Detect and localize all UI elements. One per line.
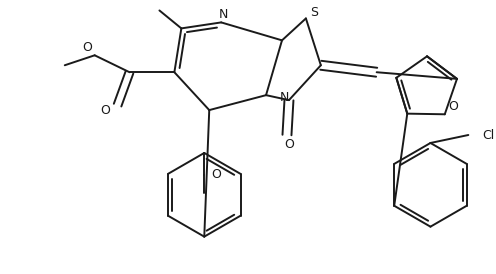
Text: O: O bbox=[211, 168, 221, 181]
Text: O: O bbox=[448, 100, 458, 113]
Text: N: N bbox=[279, 91, 289, 104]
Text: S: S bbox=[310, 6, 318, 19]
Text: Cl: Cl bbox=[482, 129, 495, 141]
Text: O: O bbox=[82, 41, 92, 54]
Text: N: N bbox=[219, 8, 228, 21]
Text: O: O bbox=[284, 138, 294, 152]
Text: O: O bbox=[101, 104, 111, 117]
